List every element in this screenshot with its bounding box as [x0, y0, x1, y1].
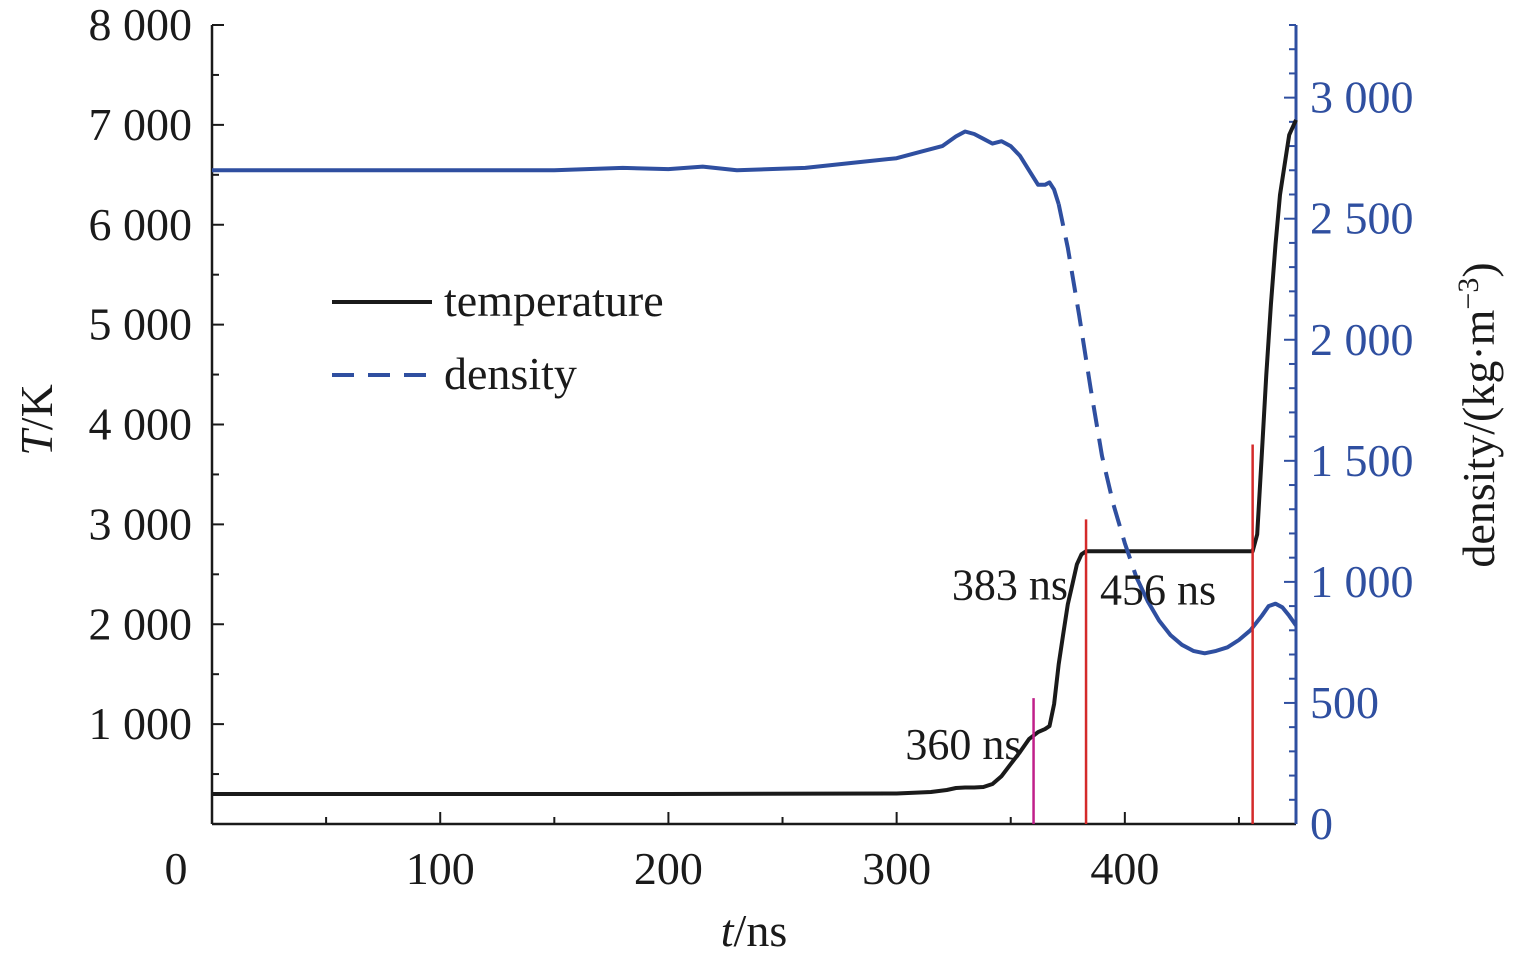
y-tick-label: 8 000 — [89, 0, 193, 50]
density-line-dashed — [1056, 203, 1139, 578]
y2-tick-label: 0 — [1310, 798, 1333, 849]
temperature-line — [212, 119, 1298, 796]
y-axis-label-var: T — [11, 427, 62, 456]
legend: temperature density — [332, 275, 664, 399]
x-axis: 0 100 200 300 400 — [165, 812, 1240, 894]
y2-tick-label: 2 000 — [1310, 314, 1414, 365]
legend-label-density: density — [444, 348, 577, 399]
y2-label-close: ) — [1453, 262, 1504, 277]
marker-layer: 360 ns 383 ns 456 ns — [905, 444, 1254, 824]
y2-label-main: density/(kg·m — [1453, 309, 1504, 567]
y-axis-label-right: density/(kg·m−3) — [1452, 262, 1504, 567]
y-tick-label: 2 000 — [89, 598, 193, 649]
y-tick-label: 5 000 — [89, 299, 193, 350]
series-layer — [212, 119, 1298, 796]
y-tick-label: 6 000 — [89, 199, 193, 250]
x-axis-label: t/ns — [721, 905, 787, 956]
y-axis-label-unit: /K — [11, 384, 62, 430]
y-tick-label: 3 000 — [89, 498, 193, 549]
y2-tick-label: 3 000 — [1310, 72, 1414, 123]
legend-label-temperature: temperature — [444, 275, 664, 326]
x-tick-label: 200 — [634, 843, 703, 894]
plot-frame — [210, 25, 1298, 826]
x-axis-label-var: t — [721, 905, 735, 956]
y2-tick-label: 1 000 — [1310, 556, 1414, 607]
y-axis-left: 1 000 2 000 3 000 4 000 5 000 6 000 7 000 8 000 — [89, 0, 224, 776]
y-tick-label: 1 000 — [89, 698, 193, 749]
marker-label-383: 383 ns — [952, 560, 1068, 609]
y2-label-sup: −3 — [1452, 278, 1485, 310]
x-tick-label: 300 — [862, 843, 931, 894]
y-tick-label: 4 000 — [89, 399, 193, 450]
y2-tick-label: 2 500 — [1310, 193, 1414, 244]
x-tick-label: 100 — [406, 843, 475, 894]
marker-label-456: 456 ns — [1100, 565, 1216, 614]
y2-tick-label: 500 — [1310, 677, 1379, 728]
y-axis-right: 0 500 1 000 1 500 2 000 2 500 3 000 — [1284, 24, 1414, 849]
x-axis-label-unit: /ns — [734, 905, 788, 956]
x-tick-label: 0 — [165, 843, 188, 894]
density-line-solid-late — [1134, 576, 1298, 656]
y-axis-label-left: T/K — [11, 384, 62, 456]
marker-label-360: 360 ns — [905, 720, 1021, 769]
y2-tick-label: 1 500 — [1310, 435, 1414, 486]
y-tick-label: 7 000 — [89, 99, 193, 150]
density-line-solid-early — [212, 129, 1061, 205]
x-tick-label: 400 — [1090, 843, 1159, 894]
